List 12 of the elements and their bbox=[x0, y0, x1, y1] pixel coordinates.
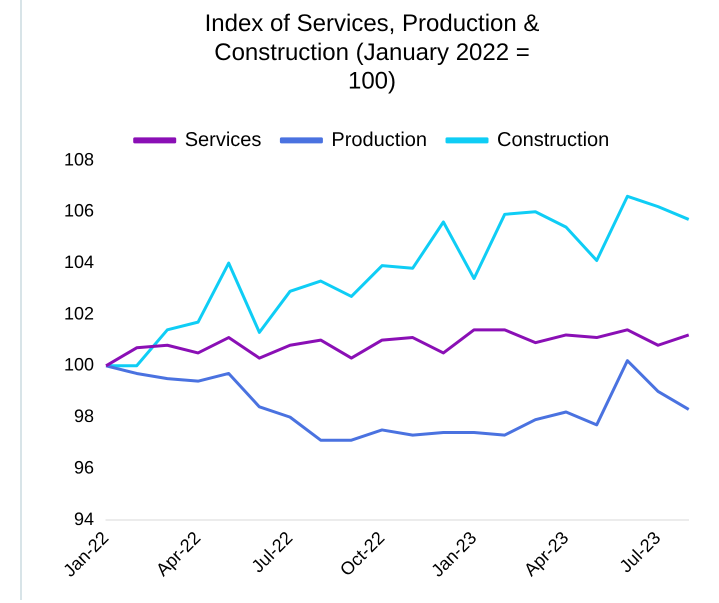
legend-label: Production bbox=[331, 128, 428, 151]
y-tick-label: 106 bbox=[64, 200, 94, 221]
y-tick-label: 102 bbox=[64, 303, 94, 324]
y-tick-label: 94 bbox=[74, 508, 94, 529]
y-tick-label: 96 bbox=[74, 457, 94, 478]
legend-label: Construction bbox=[497, 128, 610, 151]
y-tick-label: 100 bbox=[64, 354, 94, 375]
legend-label: Services bbox=[184, 128, 262, 151]
y-tick-label: 108 bbox=[64, 149, 94, 170]
y-tick-label: 104 bbox=[64, 252, 94, 272]
chart-title: Index of Services, Production & Construction (January 2022 = 100) bbox=[204, 10, 540, 95]
y-tick-label: 98 bbox=[74, 406, 94, 426]
